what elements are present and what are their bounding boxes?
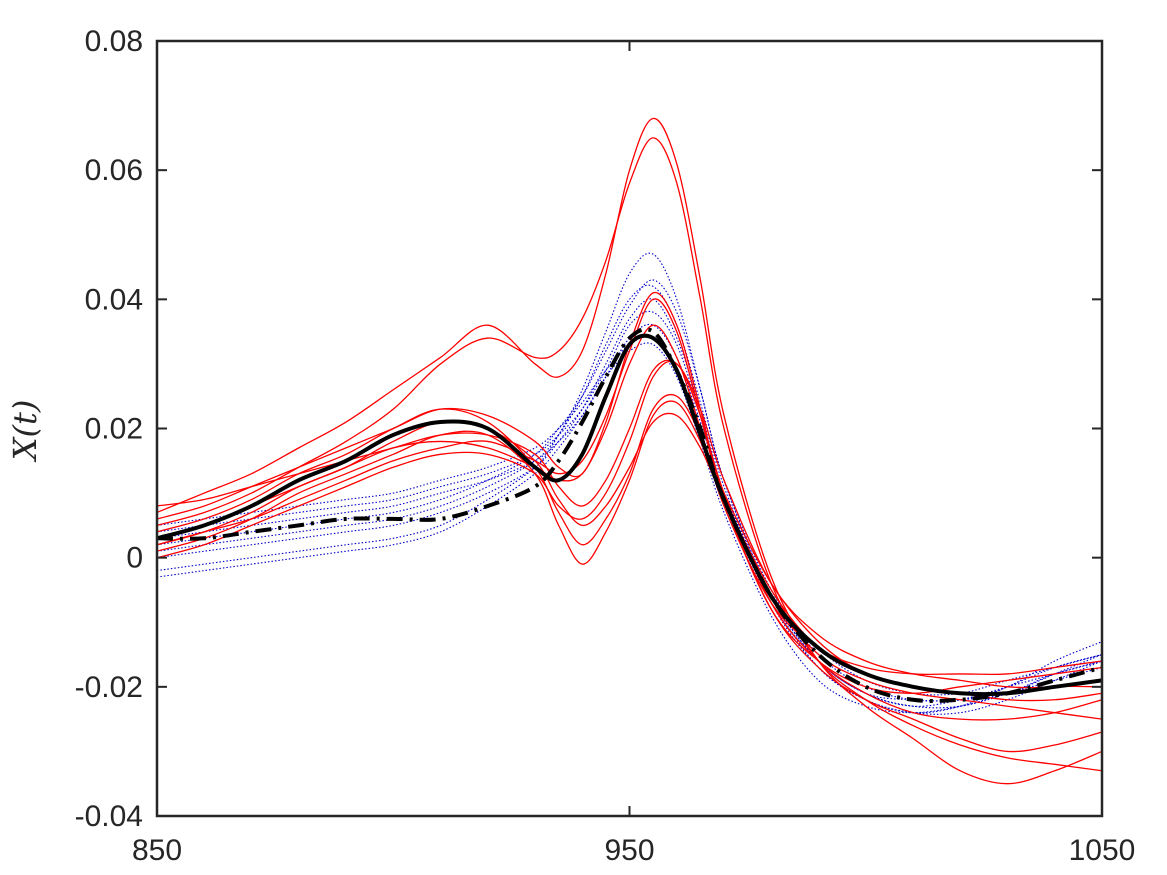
series-line-blue-13	[156, 298, 1103, 715]
mean-line-dashdot	[156, 327, 1103, 703]
series-layer	[156, 117, 1103, 785]
series-line-red-3	[156, 137, 1103, 772]
y-tick-label: 0.04	[85, 283, 143, 316]
x-tick-label: 1050	[1069, 834, 1136, 867]
y-axis-label: X(t)	[6, 400, 44, 464]
series-line-blue-11	[156, 252, 1103, 714]
mean-line-solid	[156, 333, 1103, 697]
series-line-red-6	[156, 291, 1103, 694]
series-line-blue-17	[156, 310, 1103, 709]
y-tick-label: 0.08	[85, 25, 143, 58]
x-tick-label: 850	[132, 834, 182, 867]
tick-layer: 850 950 1050 -0.04 -0.02 0 0.02 0.04 0.06 0.08	[75, 25, 1136, 867]
x-tick-label: 950	[604, 834, 654, 867]
series-line-blue-10	[156, 284, 1103, 707]
series-line-red-4	[156, 117, 1103, 785]
y-tick-label: -0.02	[75, 671, 143, 704]
series-line-blue-16	[156, 279, 1103, 702]
y-tick-label: 0	[126, 542, 143, 575]
y-tick-label: 0.02	[85, 413, 143, 446]
series-line-red-7	[156, 360, 1103, 721]
y-tick-label: -0.04	[75, 800, 143, 833]
y-tick-label: 0.06	[85, 154, 143, 187]
